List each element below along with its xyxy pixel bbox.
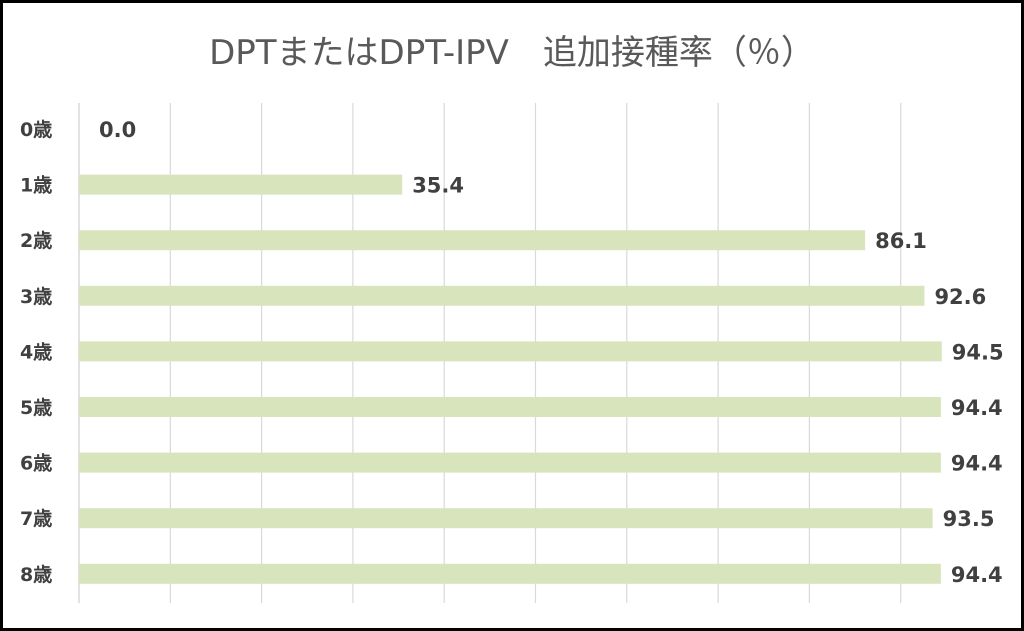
bar-chart: 0歳 0.0 1歳 35.4 2歳 86.1 3歳 92.6 4歳 94.5 5歳 94.4 6歳 94.… [20, 103, 1004, 603]
value-label: 86.1 [875, 229, 927, 253]
value-label: 94.4 [951, 452, 1003, 476]
bar [79, 397, 941, 417]
bar [79, 508, 933, 529]
value-label: 0.0 [99, 118, 136, 142]
category-label: 5歳 [20, 397, 52, 419]
bar [79, 563, 941, 584]
value-label: 94.4 [951, 396, 1003, 420]
category-label: 1歳 [20, 175, 52, 197]
bar [79, 285, 925, 306]
value-label: 94.4 [951, 563, 1003, 587]
value-label: 35.4 [412, 174, 464, 198]
category-label: 2歳 [20, 230, 52, 252]
value-label: 94.5 [952, 340, 1004, 364]
value-label: 93.5 [943, 507, 995, 531]
value-label: 92.6 [934, 285, 986, 309]
bar [79, 174, 403, 195]
category-label: 7歳 [20, 508, 52, 530]
category-label: 8歳 [20, 564, 52, 586]
bar [79, 230, 866, 251]
category-label: 3歳 [20, 286, 52, 308]
category-label: 0歳 [20, 119, 52, 141]
bar [79, 452, 941, 473]
chart-title: DPTまたはDPT-IPV 追加接種率（％） [209, 33, 815, 73]
bar [79, 341, 942, 362]
category-label: 4歳 [20, 341, 52, 363]
category-label: 6歳 [20, 453, 52, 475]
